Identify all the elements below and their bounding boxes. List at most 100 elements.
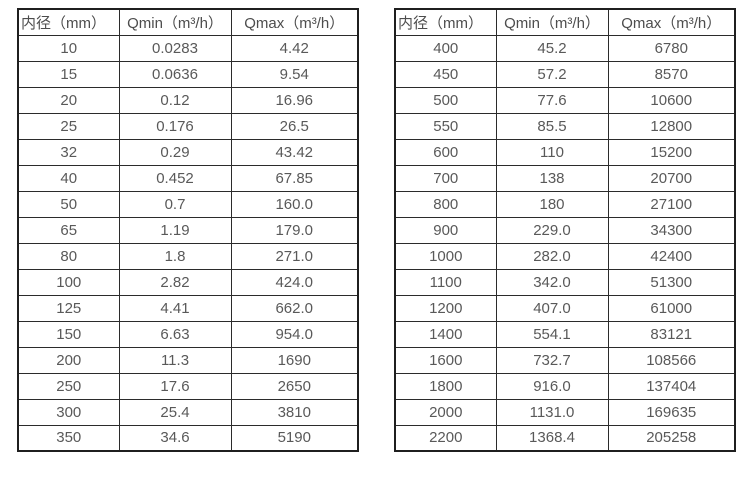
column-header: Qmin（m³/h）: [495, 8, 609, 36]
table-cell: 27100: [607, 190, 736, 218]
table-cell: 138: [495, 164, 609, 192]
table-row: 40 0.452 67.85: [17, 164, 359, 192]
table-cell: 65: [17, 216, 120, 244]
table-row: 350 34.6 5190: [17, 424, 359, 452]
table-cell: 800: [394, 190, 497, 218]
table-cell: 200: [17, 346, 120, 374]
table-row: 1100 342.0 51300: [394, 268, 736, 296]
table-cell: 900: [394, 216, 497, 244]
table-cell: 125: [17, 294, 120, 322]
table-row: 10 0.0283 4.42: [17, 34, 359, 62]
table-row: 15 0.0636 9.54: [17, 60, 359, 88]
table-cell: 662.0: [230, 294, 359, 322]
table-cell: 20700: [607, 164, 736, 192]
table-cell: 954.0: [230, 320, 359, 348]
table-row: 800 180 27100: [394, 190, 736, 218]
table-cell: 179.0: [230, 216, 359, 244]
table-row: 50 0.7 160.0: [17, 190, 359, 218]
table-cell: 450: [394, 60, 497, 88]
table-row: 2000 1131.0 169635: [394, 398, 736, 426]
table-cell: 550: [394, 112, 497, 140]
table-cell: 1368.4: [495, 424, 609, 452]
table-cell: 100: [17, 268, 120, 296]
table-cell: 40: [17, 164, 120, 192]
table-cell: 3810: [230, 398, 359, 426]
table-cell: 11.3: [118, 346, 232, 374]
table-cell: 12800: [607, 112, 736, 140]
table-cell: 108566: [607, 346, 736, 374]
table-cell: 51300: [607, 268, 736, 296]
table-row: 1000 282.0 42400: [394, 242, 736, 270]
column-header: Qmax（m³/h）: [230, 8, 359, 36]
table-cell: 600: [394, 138, 497, 166]
table-cell: 2650: [230, 372, 359, 400]
table-cell: 0.0636: [118, 60, 232, 88]
table-row: 1800 916.0 137404: [394, 372, 736, 400]
table-row: 400 45.2 6780: [394, 34, 736, 62]
table-cell: 45.2: [495, 34, 609, 62]
column-header: 内径（mm）: [17, 8, 120, 36]
table-cell: 61000: [607, 294, 736, 322]
table-cell: 700: [394, 164, 497, 192]
table-cell: 4.42: [230, 34, 359, 62]
table-cell: 16.96: [230, 86, 359, 114]
table-cell: 0.452: [118, 164, 232, 192]
table-cell: 271.0: [230, 242, 359, 270]
table-cell: 1600: [394, 346, 497, 374]
table-row: 100 2.82 424.0: [17, 268, 359, 296]
table-cell: 42400: [607, 242, 736, 270]
table-cell: 32: [17, 138, 120, 166]
table-row: 25 0.176 26.5: [17, 112, 359, 140]
table-cell: 0.12: [118, 86, 232, 114]
table-cell: 80: [17, 242, 120, 270]
table-cell: 4.41: [118, 294, 232, 322]
table-cell: 424.0: [230, 268, 359, 296]
table-row: 32 0.29 43.42: [17, 138, 359, 166]
flow-table-large-diameter: 内径（mm） Qmin（m³/h） Qmax（m³/h） 400 45.2 6780 45…: [394, 8, 736, 452]
table-cell: 916.0: [495, 372, 609, 400]
table-row: 450 57.2 8570: [394, 60, 736, 88]
table-cell: 20: [17, 86, 120, 114]
table-row: 550 85.5 12800: [394, 112, 736, 140]
table-cell: 137404: [607, 372, 736, 400]
table-cell: 250: [17, 372, 120, 400]
table-cell: 300: [17, 398, 120, 426]
table-row: 600 110 15200: [394, 138, 736, 166]
column-header: 内径（mm）: [394, 8, 497, 36]
table-cell: 8570: [607, 60, 736, 88]
table-cell: 500: [394, 86, 497, 114]
table-cell: 2.82: [118, 268, 232, 296]
table-cell: 1.19: [118, 216, 232, 244]
table-cell: 0.0283: [118, 34, 232, 62]
table-cell: 67.85: [230, 164, 359, 192]
header-row: 内径（mm） Qmin（m³/h） Qmax（m³/h）: [394, 8, 736, 36]
table-cell: 77.6: [495, 86, 609, 114]
table-cell: 25: [17, 112, 120, 140]
table-cell: 407.0: [495, 294, 609, 322]
table-cell: 110: [495, 138, 609, 166]
table-cell: 15: [17, 60, 120, 88]
table-row: 80 1.8 271.0: [17, 242, 359, 270]
table-cell: 150: [17, 320, 120, 348]
table-row: 1200 407.0 61000: [394, 294, 736, 322]
table-cell: 169635: [607, 398, 736, 426]
table-row: 500 77.6 10600: [394, 86, 736, 114]
table-cell: 15200: [607, 138, 736, 166]
table-cell: 229.0: [495, 216, 609, 244]
flow-table-small-diameter: 内径（mm） Qmin（m³/h） Qmax（m³/h） 10 0.0283 4.42 1…: [17, 8, 359, 452]
table-cell: 0.29: [118, 138, 232, 166]
table-cell: 26.5: [230, 112, 359, 140]
table-cell: 50: [17, 190, 120, 218]
table-cell: 350: [17, 424, 120, 452]
table-row: 250 17.6 2650: [17, 372, 359, 400]
table-row: 150 6.63 954.0: [17, 320, 359, 348]
table-cell: 43.42: [230, 138, 359, 166]
table-cell: 10: [17, 34, 120, 62]
table-cell: 282.0: [495, 242, 609, 270]
table-cell: 83121: [607, 320, 736, 348]
table-row: 700 138 20700: [394, 164, 736, 192]
table-row: 2200 1368.4 205258: [394, 424, 736, 452]
table-cell: 34.6: [118, 424, 232, 452]
table-cell: 0.176: [118, 112, 232, 140]
